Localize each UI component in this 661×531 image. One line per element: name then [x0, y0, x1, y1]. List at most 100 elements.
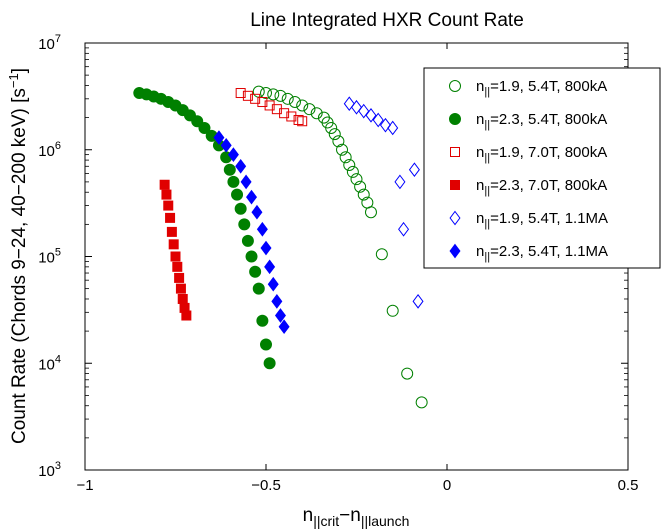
legend: n||=1.9, 5.4T, 800kA n||=2.3, 5.4T, 800kA…	[423, 67, 661, 269]
data-point	[235, 158, 247, 174]
chart-title: Line Integrated HXR Count Rate	[250, 10, 524, 31]
legend-box	[423, 67, 661, 269]
data-point	[257, 97, 268, 108]
data-point	[293, 114, 304, 125]
x-label-sub1: ||crit	[313, 513, 339, 529]
y-label-close: ]	[9, 68, 30, 73]
y-tick-base: 10	[38, 250, 55, 267]
data-point	[256, 314, 269, 327]
data-point	[168, 239, 179, 250]
data-point	[191, 115, 204, 128]
data-point	[279, 108, 290, 119]
data-point	[351, 99, 362, 115]
data-point	[213, 130, 225, 145]
data-point	[415, 396, 428, 409]
legend-marker	[449, 243, 461, 259]
data-point	[165, 212, 176, 223]
legend-entry: n||=1.9, 5.4T, 800kA	[476, 78, 607, 98]
data-point	[310, 107, 323, 120]
y-tick-base: 10	[38, 36, 55, 53]
data-point	[241, 234, 254, 247]
data-point	[343, 96, 355, 112]
data-point	[238, 218, 251, 231]
data-point	[271, 294, 283, 309]
series-3	[235, 88, 308, 127]
data-point	[260, 240, 272, 256]
data-point	[401, 367, 414, 380]
data-point	[249, 265, 262, 278]
legend-marker	[450, 180, 460, 190]
data-point	[260, 338, 272, 351]
data-point	[286, 111, 297, 122]
x-label-base: n	[303, 505, 314, 526]
data-point	[174, 272, 185, 283]
data-point	[198, 121, 211, 134]
y-tick-exponent: 7	[55, 33, 61, 45]
series-1	[252, 85, 428, 409]
legend-entry: n||=1.9, 5.4T, 1.1MA	[476, 210, 608, 230]
data-point	[245, 250, 258, 263]
data-point	[172, 261, 183, 272]
y-tick-label: 104	[38, 353, 61, 373]
data-point	[387, 120, 399, 136]
data-point	[274, 308, 286, 323]
x-label-sub2: ||launch	[361, 513, 410, 529]
data-point	[346, 165, 359, 178]
x-tick-label: −1	[76, 477, 93, 494]
legend-entry: n||=2.3, 7.0T, 800kA	[476, 177, 607, 197]
y-tick-base: 10	[38, 143, 55, 160]
x-label-mid: −n	[339, 505, 361, 526]
y-tick-base: 10	[38, 463, 55, 480]
x-tick-label: 0.5	[618, 477, 639, 494]
legend-entry: n||=2.3, 5.4T, 1.1MA	[476, 243, 608, 263]
data-point	[220, 137, 232, 153]
y-tick-label: 107	[38, 33, 61, 53]
series-4	[159, 179, 192, 321]
x-tick-label: 0	[443, 477, 451, 494]
data-point	[358, 103, 370, 119]
legend-entry: n||=2.3, 5.4T, 800kA	[476, 111, 607, 131]
data-point	[375, 248, 388, 261]
data-point	[175, 283, 186, 294]
data-point	[288, 96, 301, 109]
legend-marker	[449, 210, 461, 226]
data-point	[328, 128, 341, 141]
data-point	[264, 100, 275, 111]
data-point	[296, 99, 309, 112]
series-6	[213, 130, 290, 335]
data-point	[227, 175, 240, 188]
data-point	[274, 89, 287, 102]
y-label-main: Count Rate (Chords 9−24, 40−200 keV) [s	[9, 88, 30, 444]
data-point	[394, 174, 406, 190]
data-point	[267, 276, 279, 292]
data-point	[336, 143, 349, 156]
y-axis-label: Count Rate (Chords 9−24, 40−200 keV) [s−…	[6, 68, 30, 444]
data-point	[181, 310, 192, 321]
data-point	[251, 204, 263, 220]
data-point	[227, 147, 239, 162]
x-tick-label: −0.5	[251, 477, 281, 494]
data-point	[235, 88, 246, 99]
data-point	[339, 151, 352, 164]
data-point	[260, 87, 272, 100]
y-tick-exponent: 5	[55, 247, 61, 259]
y-tick-exponent: 3	[55, 460, 61, 472]
data-point	[250, 93, 261, 104]
data-point	[246, 189, 258, 205]
y-tick-label: 105	[38, 247, 61, 267]
data-point	[159, 179, 170, 190]
data-point	[177, 293, 188, 304]
y-tick-label: 103	[38, 460, 61, 480]
data-point	[357, 188, 370, 201]
y-tick-exponent: 6	[55, 140, 61, 152]
data-point	[350, 173, 363, 186]
data-point	[242, 90, 253, 101]
y-tick-base: 10	[38, 356, 55, 373]
data-point	[223, 163, 236, 176]
data-point	[398, 221, 410, 237]
data-point	[386, 304, 399, 317]
data-point	[343, 158, 356, 171]
data-point	[412, 294, 424, 309]
